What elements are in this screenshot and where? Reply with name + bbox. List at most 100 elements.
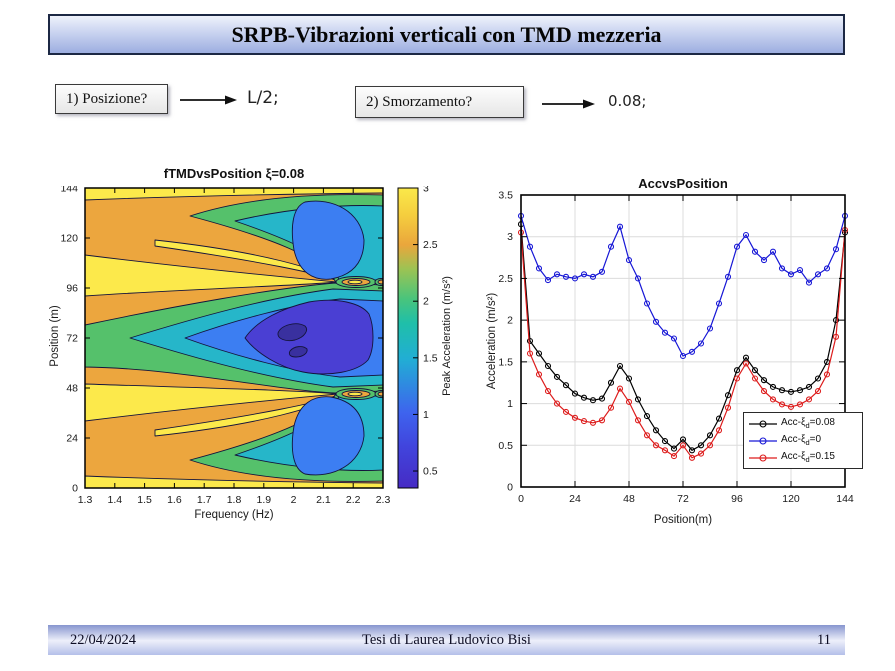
series-marker: [625, 257, 633, 264]
series-marker: [724, 392, 732, 399]
legend-entry: Acc-ξd=0.08: [749, 417, 857, 430]
series-marker: [661, 329, 669, 336]
y-tick-label: 0: [507, 482, 513, 494]
series-marker: [733, 375, 741, 382]
series-marker: [796, 401, 804, 408]
series-marker: [688, 447, 696, 454]
colorbar-tick-label: 0.5: [423, 466, 438, 478]
footer-date: 22/04/2024: [70, 631, 137, 648]
series-marker: [760, 377, 768, 384]
x-tick-label: 1.4: [107, 494, 122, 506]
series-marker: [805, 383, 813, 390]
series-line: [520, 224, 846, 452]
legend-label: Acc-ξd=0: [781, 434, 822, 447]
series-marker: [778, 401, 786, 408]
series-marker: [823, 371, 831, 378]
series-marker: [580, 271, 588, 278]
x-tick-label: 1.5: [137, 494, 152, 506]
series-marker: [796, 387, 804, 394]
series-marker: [814, 271, 822, 278]
series-line: [520, 215, 846, 357]
series-marker: [535, 371, 543, 378]
series-marker: [787, 403, 795, 410]
x-tick-label: 2.3: [376, 494, 391, 506]
contour-chart: fTMDvsPosition ξ=0.08 Position (m): [45, 160, 493, 545]
series-marker: [607, 379, 615, 386]
series-marker: [562, 408, 570, 415]
series-marker: [706, 325, 714, 332]
series-marker: [634, 275, 642, 282]
series-marker: [643, 413, 651, 420]
series-marker: [751, 375, 759, 382]
y-tick-label: 120: [60, 233, 78, 245]
x-tick-label: 0: [518, 493, 524, 505]
series-marker: [688, 454, 696, 461]
contour-bands: [85, 188, 383, 488]
series-marker: [805, 396, 813, 403]
series-marker: [670, 453, 678, 460]
legend-label: Acc-ξd=0.15: [781, 451, 835, 464]
legend-circle: [759, 453, 767, 462]
contour-x-axis-label: Frequency (Hz): [194, 509, 274, 521]
legend-circle: [759, 436, 767, 445]
y-tick-label: 72: [66, 333, 78, 345]
series-marker: [724, 404, 732, 411]
series-marker: [589, 273, 597, 280]
series-marker: [634, 396, 642, 403]
series-marker: [688, 348, 696, 355]
series-marker: [670, 335, 678, 342]
series-marker: [805, 279, 813, 286]
colorbar-tick-label: 1.5: [423, 352, 438, 364]
series-marker: [643, 432, 651, 439]
question-label: 1) Posizione?: [66, 90, 148, 107]
series-marker: [715, 415, 723, 422]
series-marker: [742, 360, 750, 367]
series-marker: [589, 397, 597, 404]
series-marker: [580, 418, 588, 425]
x-tick-label: 120: [782, 493, 800, 505]
x-tick-label: 48: [623, 493, 635, 505]
x-tick-label: 96: [731, 493, 743, 505]
series-marker: [769, 383, 777, 390]
series-marker: [652, 427, 660, 434]
series-marker: [832, 317, 840, 324]
y-tick-label: 3: [507, 231, 513, 243]
series-marker: [616, 385, 624, 392]
series-marker: [715, 300, 723, 307]
y-tick-label: 0.5: [498, 440, 513, 452]
series-marker: [571, 275, 579, 282]
series-marker: [832, 246, 840, 253]
series-marker: [742, 231, 750, 239]
series-marker: [553, 271, 561, 278]
chart-legend: Acc-ξd=0.08 Acc-ξd=0 Acc-ξd=0.15: [743, 412, 863, 469]
series-marker: [814, 388, 822, 395]
legend-marker-icon: [749, 436, 777, 445]
colorbar-tick-label: 1: [423, 409, 429, 421]
series-marker: [670, 445, 678, 452]
footer-page-number: 11: [817, 631, 831, 648]
x-tick-label: 72: [677, 493, 689, 505]
series-marker: [814, 375, 822, 382]
series-marker: [544, 388, 552, 395]
series-marker: [580, 394, 588, 401]
y-tick-label: 1: [507, 398, 513, 410]
legend-entry: Acc-ξd=0: [749, 434, 857, 447]
series-marker: [598, 268, 606, 275]
series-marker: [562, 273, 570, 280]
colorbar-label: Peak Acceleration (m/s²): [441, 276, 453, 396]
answer-posizione: L/2;: [247, 88, 279, 108]
series-marker: [679, 436, 687, 443]
legend-circle: [759, 419, 767, 428]
line-chart-title: AccvsPosition: [638, 176, 728, 191]
x-tick-label: 1.6: [167, 494, 182, 506]
legend-marker-icon: [749, 419, 777, 428]
y-tick-label: 3.5: [498, 190, 513, 202]
series-marker: [706, 432, 714, 439]
series-marker: [697, 442, 705, 449]
y-tick-label: 24: [66, 433, 78, 445]
series-marker: [571, 390, 579, 397]
series-marker: [661, 447, 669, 454]
series-marker: [526, 350, 534, 357]
x-tick-label: 1.7: [197, 494, 212, 506]
series-marker: [535, 350, 543, 357]
